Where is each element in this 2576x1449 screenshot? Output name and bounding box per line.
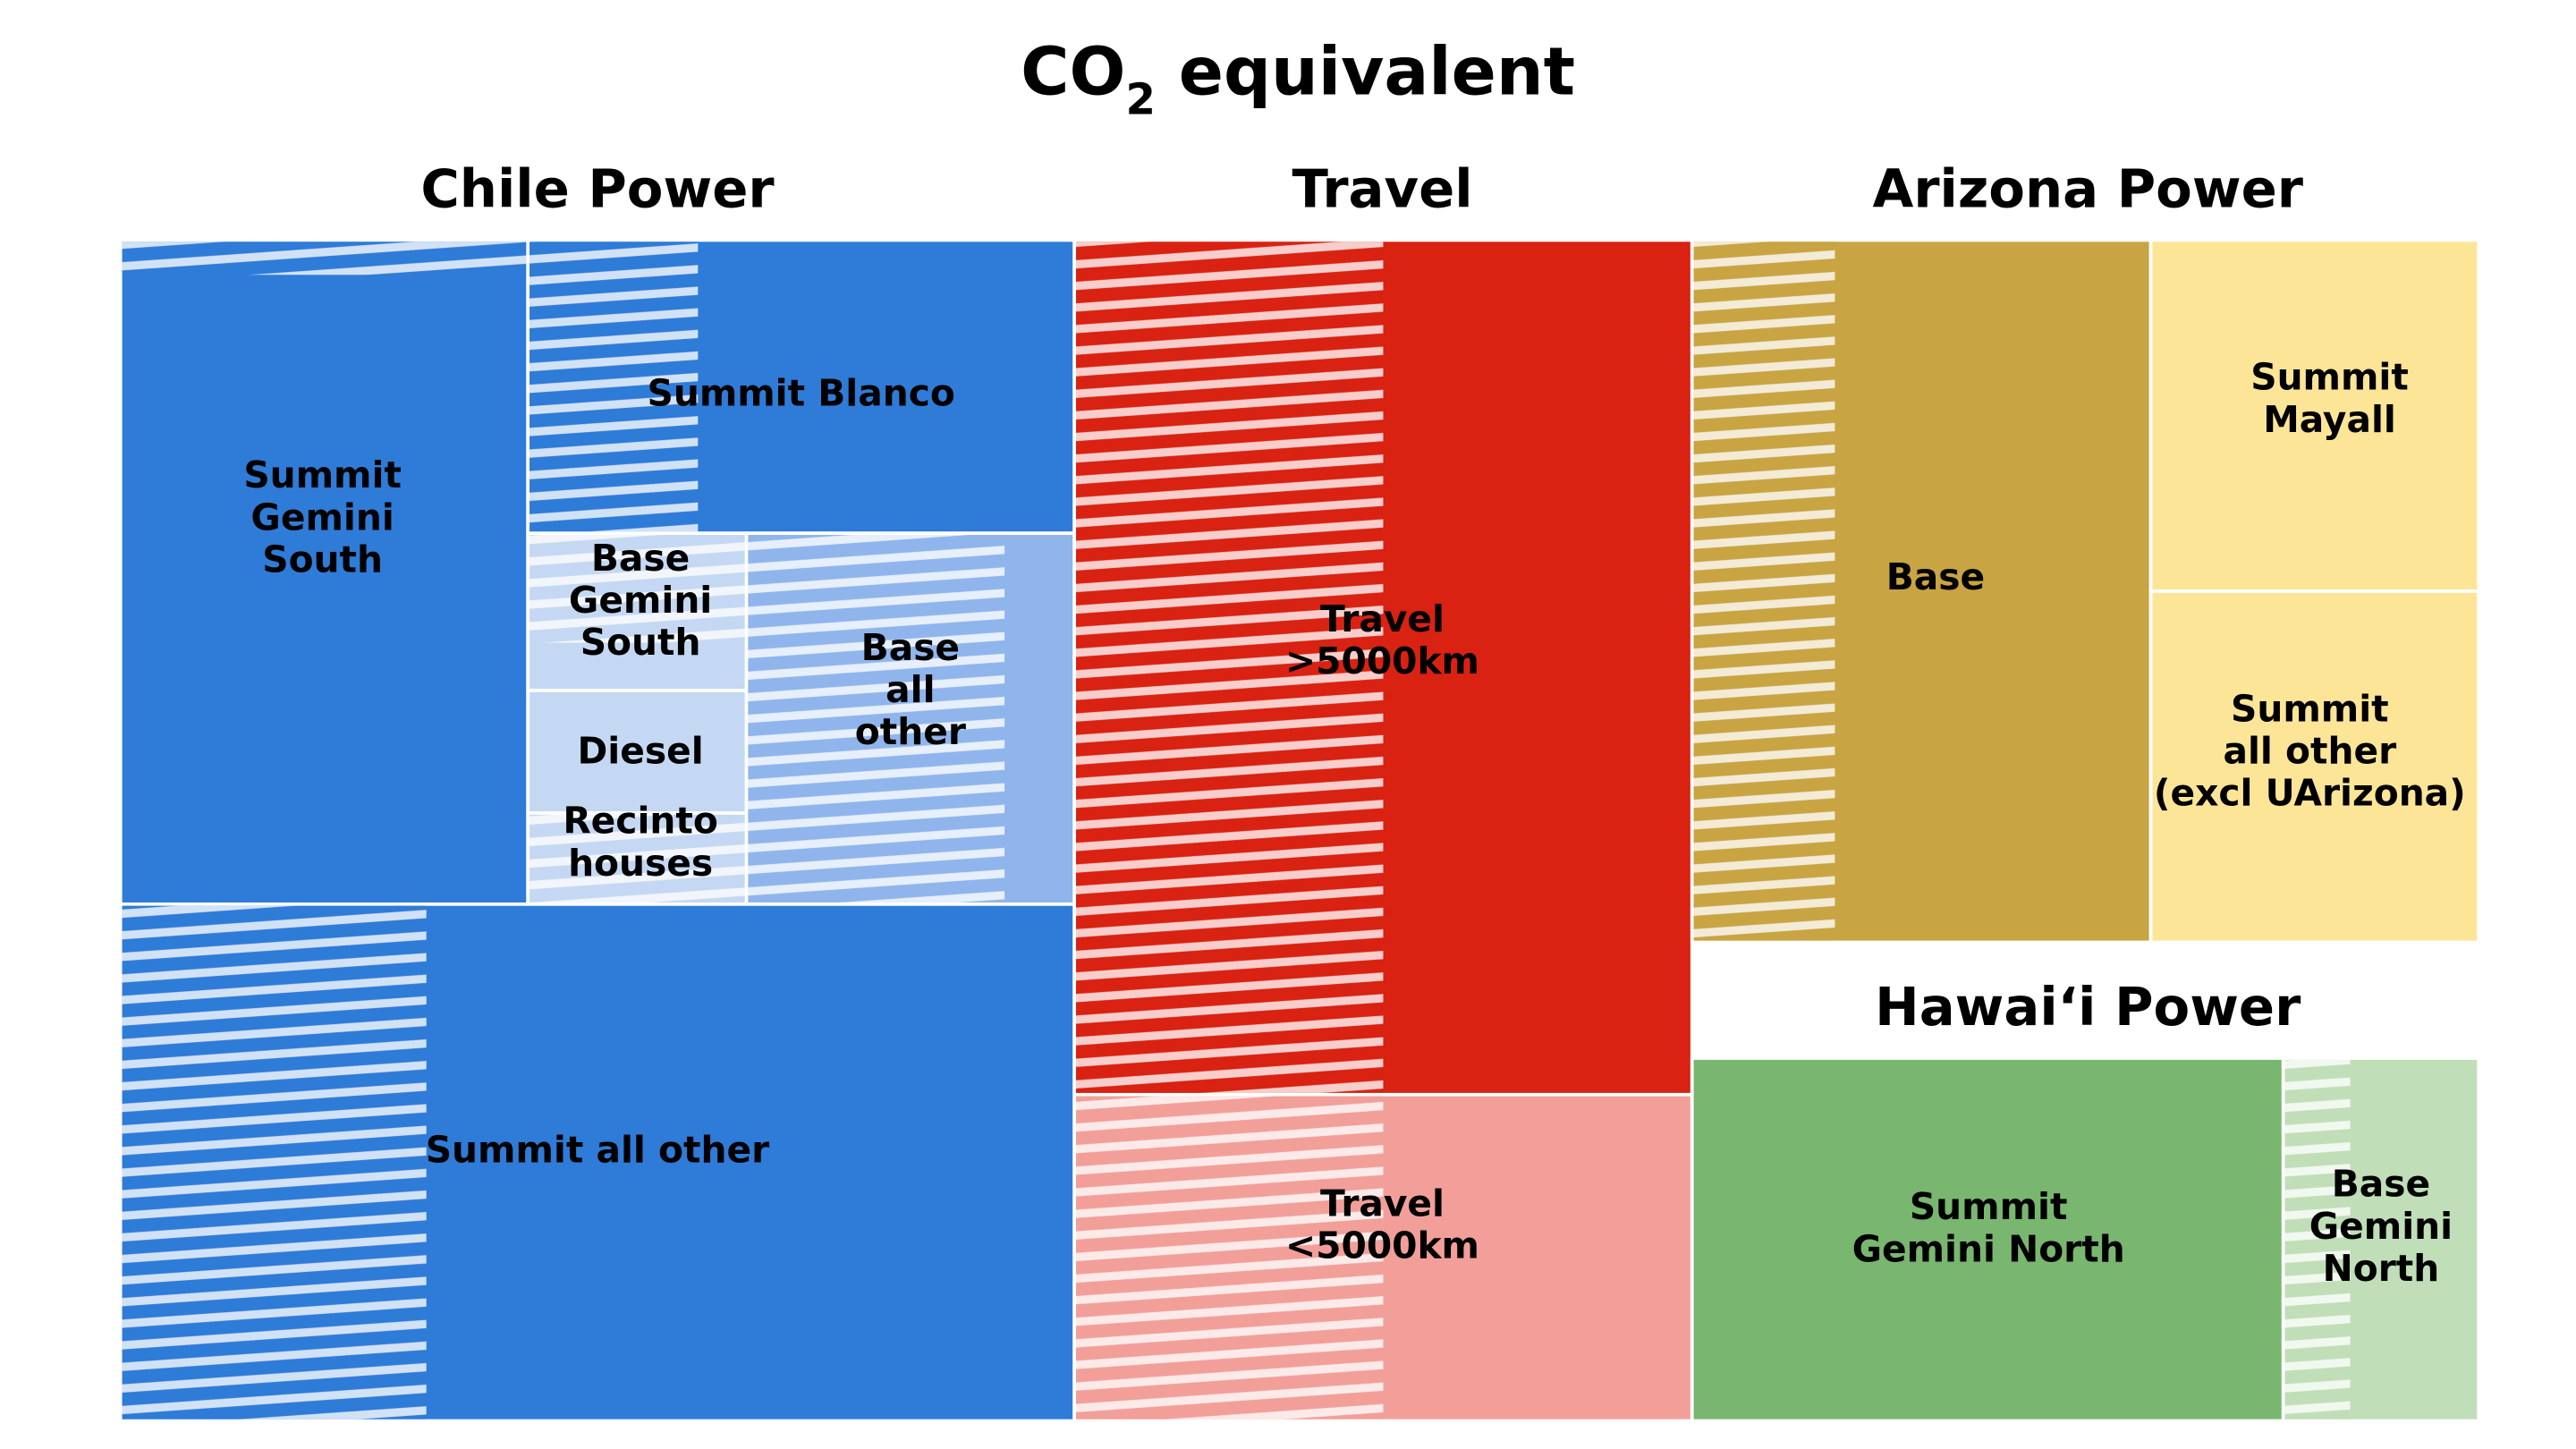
group-title-arizona-power: Arizona Power bbox=[1872, 157, 2303, 219]
treemap-cell-label: Base bbox=[1886, 555, 1985, 598]
chart-title-main: CO bbox=[1021, 34, 1125, 111]
treemap-cell-hatch bbox=[530, 814, 745, 903]
treemap-cell-travel-5000km: Travel >5000km bbox=[1072, 238, 1694, 1097]
treemap-cell-label: Travel <5000km bbox=[1285, 1182, 1479, 1267]
treemap-cell-hatch bbox=[122, 905, 427, 1419]
treemap-cell-hatch bbox=[748, 535, 1005, 903]
treemap-cell-summit-blanco: Summit Blanco bbox=[526, 238, 1077, 536]
treemap-cell-label: Base Gemini North bbox=[2309, 1163, 2453, 1290]
treemap-cell-travel-5000km: Travel <5000km bbox=[1072, 1092, 1694, 1423]
treemap-cell-label: Summit Mayall bbox=[2250, 356, 2409, 441]
treemap-cell-summit-all-other-excl-uarizona: Summit all other (excl UArizona) bbox=[2148, 589, 2481, 945]
treemap-cell-base-gemini-north: Base Gemini North bbox=[2281, 1056, 2481, 1423]
treemap-cell-label: Summit all other (excl UArizona) bbox=[2154, 687, 2466, 814]
treemap-cell-rect bbox=[2148, 238, 2481, 593]
treemap-cell-hatch bbox=[530, 242, 699, 532]
treemap-cell-summit-mayall: Summit Mayall bbox=[2148, 238, 2481, 593]
group-title-chile-power: Chile Power bbox=[420, 157, 775, 219]
treemap-cell-base: Base bbox=[1690, 238, 2153, 945]
treemap-cell-hatch bbox=[1076, 1096, 1384, 1419]
chart-title: CO2 equivalent bbox=[1021, 34, 1575, 125]
treemap-cell-label: Diesel bbox=[577, 730, 703, 773]
treemap-cell-label: Base all other bbox=[855, 626, 966, 753]
treemap-cell-label: Summit all other bbox=[426, 1129, 769, 1172]
chart-title-rest: equivalent bbox=[1156, 34, 1575, 111]
treemap-cell-label: Travel >5000km bbox=[1285, 597, 1479, 682]
treemap-cell-rect bbox=[526, 689, 749, 815]
treemap-cell-label: Recinto houses bbox=[563, 800, 718, 885]
treemap-cell-hatch bbox=[122, 242, 527, 275]
treemap-cell-rect bbox=[2148, 589, 2481, 945]
treemap-cells: Summit Gemini South Summit Blanco Base Gemini… bbox=[118, 238, 2481, 1423]
treemap-cell-hatch bbox=[1693, 242, 1835, 941]
treemap-cell-summit-gemini-south: Summit Gemini South bbox=[118, 238, 530, 906]
treemap-cell-summit-gemini-north: Summit Gemini North bbox=[1690, 1056, 2285, 1423]
treemap-cell-hatch bbox=[2284, 1059, 2351, 1419]
treemap-cell-summit-all-other: Summit all other bbox=[118, 902, 1077, 1423]
treemap-cell-label: Summit Gemini South bbox=[243, 453, 402, 580]
treemap-cell-base-all-other: Base all other bbox=[744, 531, 1077, 906]
treemap-cell-diesel: Diesel bbox=[526, 689, 749, 815]
treemap-cell-label: Summit Gemini North bbox=[1852, 1185, 2125, 1270]
group-title-travel: Travel bbox=[1292, 157, 1472, 219]
treemap-cell-label: Base Gemini South bbox=[569, 537, 712, 664]
treemap-cell-rect bbox=[118, 238, 530, 906]
chart-title-subscript: 2 bbox=[1125, 75, 1155, 125]
treemap-cell-rect bbox=[1690, 1056, 2285, 1423]
treemap-cell-hatch bbox=[530, 535, 745, 643]
treemap-cell-base-gemini-south: Base Gemini South bbox=[526, 531, 749, 692]
treemap-cell-hatch bbox=[1076, 242, 1384, 1093]
treemap-cell-label: Summit Blanco bbox=[648, 372, 955, 415]
treemap-cell-recinto-houses: Recinto houses bbox=[526, 800, 749, 906]
group-title-hawaii-power: Hawaiʻi Power bbox=[1875, 976, 2301, 1038]
